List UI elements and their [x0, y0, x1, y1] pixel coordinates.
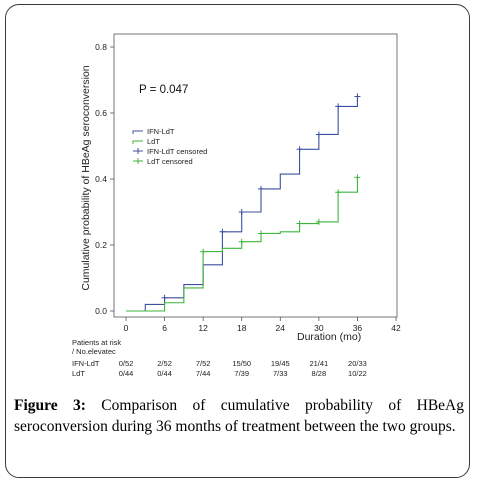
risk-table: Patients at risk/ No.elevatec IFN-LdT 0/52… — [72, 338, 367, 378]
censor-mark — [335, 103, 342, 110]
y-tick-label: 0.0 — [95, 306, 107, 316]
risk-row-label: LdT — [72, 369, 85, 378]
caption-text: Comparison of cumulative probability of … — [14, 397, 464, 435]
censor-mark — [315, 218, 322, 225]
censor-mark — [238, 238, 245, 245]
x-axis: 0 6 12 18 24 30 36 42 — [124, 317, 401, 333]
y-tick-label: 0.4 — [95, 174, 107, 184]
y-tick-label: 0.2 — [95, 240, 107, 250]
y-axis-label: Cumulative probability of HBeAg seroconv… — [80, 65, 92, 290]
risk-cell: 19/45 — [271, 359, 290, 368]
risk-cell: 15/50 — [232, 359, 251, 368]
x-tick-label: 42 — [391, 323, 401, 333]
risk-cell: 7/33 — [273, 369, 288, 378]
risk-row-label: IFN-LdT — [72, 359, 100, 368]
risk-cell: 7/39 — [234, 369, 249, 378]
p-value-annotation: P = 0.047 — [139, 84, 188, 96]
censor-mark — [354, 174, 361, 181]
censor-mark — [315, 131, 322, 138]
legend-label: IFN-LdT censored — [147, 147, 207, 156]
y-tick-label: 0.8 — [95, 42, 107, 52]
plot-area — [113, 33, 398, 318]
figure-frame — [5, 4, 470, 478]
risk-cell: 21/41 — [309, 359, 328, 368]
legend-censor-symbol — [133, 158, 143, 164]
censor-mark — [354, 93, 361, 100]
legend-label: LdT — [147, 137, 160, 146]
censor-mark — [335, 189, 342, 196]
risk-cell: 10/22 — [348, 369, 367, 378]
risk-cell: 2/52 — [157, 359, 172, 368]
km-chart: 0.0 0.2 0.4 0.6 0.8 0 6 12 18 24 30 36 42 Cumulativ… — [72, 33, 401, 378]
risk-cell: 0/52 — [119, 359, 134, 368]
y-tick-label: 0.6 — [95, 108, 107, 118]
figure-caption: Figure 3: Comparison of cumulative proba… — [14, 395, 464, 437]
legend-label: IFN-LdT — [147, 127, 175, 136]
caption-label: Figure 3: — [14, 397, 86, 414]
censor-mark — [258, 230, 264, 237]
legend-line-symbol — [132, 140, 143, 144]
x-axis-label: Duration (mo) — [297, 331, 361, 343]
legend-line-symbol — [132, 130, 143, 134]
series-line-ldt — [126, 177, 358, 312]
risk-cell: 0/44 — [157, 369, 172, 378]
risk-cell: 8/28 — [312, 369, 327, 378]
x-tick-label: 6 — [162, 323, 167, 333]
legend-censor-symbol — [133, 148, 143, 154]
risk-cell: 7/44 — [196, 369, 211, 378]
risk-table-header: Patients at risk — [72, 338, 121, 347]
x-tick-label: 18 — [237, 323, 247, 333]
x-tick-label: 0 — [124, 323, 129, 333]
legend-label: LdT censored — [147, 157, 193, 166]
risk-cell: 7/52 — [196, 359, 211, 368]
censor-mark — [161, 294, 168, 301]
x-tick-label: 24 — [276, 323, 286, 333]
risk-table-header: / No.elevatec — [72, 347, 116, 356]
risk-cell: 0/44 — [119, 369, 134, 378]
censor-mark — [296, 220, 303, 227]
censor-mark — [238, 209, 245, 215]
censor-mark — [296, 146, 303, 153]
censor-mark — [258, 185, 264, 192]
y-axis: 0.0 0.2 0.4 0.6 0.8 — [95, 42, 114, 316]
x-tick-label: 12 — [198, 323, 208, 333]
x-tick-label: 36 — [353, 323, 363, 333]
risk-cell: 20/33 — [348, 359, 367, 368]
x-tick-label: 30 — [314, 323, 324, 333]
censor-mark — [219, 228, 226, 235]
series-group — [126, 93, 361, 312]
censor-mark — [200, 248, 207, 255]
